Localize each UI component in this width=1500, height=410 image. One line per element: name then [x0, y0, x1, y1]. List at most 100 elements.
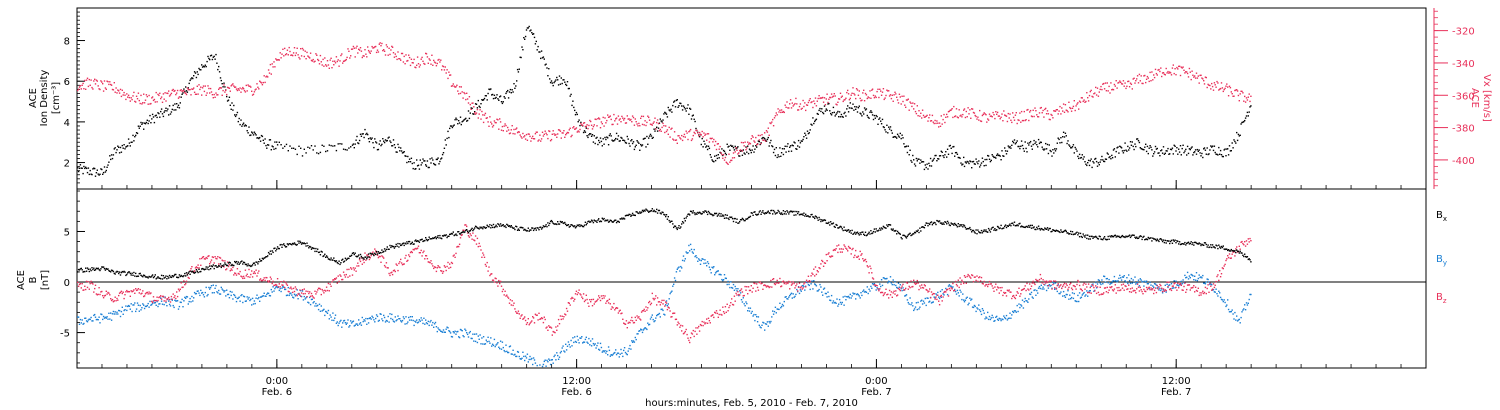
ion-density-point: [1244, 119, 1246, 122]
ion-density-point: [1086, 164, 1088, 167]
vx-axis-title-line2: Vx [km/s]: [1481, 74, 1492, 122]
by-point: [622, 355, 624, 358]
vx-point: [704, 134, 706, 136]
ion-density-point: [676, 99, 678, 101]
bz-point: [224, 260, 226, 262]
vx-point: [486, 117, 488, 119]
vx-point: [692, 134, 694, 137]
ion-density-point: [574, 114, 577, 116]
bz-point: [130, 290, 132, 292]
by-point: [1188, 275, 1191, 277]
vx-point: [185, 92, 187, 94]
bz-point: [362, 259, 364, 261]
bz-point: [265, 276, 267, 279]
bz-point: [188, 277, 190, 279]
ion-density-point: [1190, 147, 1192, 149]
ion-density-point: [1070, 147, 1072, 149]
bz-point: [124, 294, 126, 296]
vx-point: [1161, 75, 1163, 78]
vx-point: [341, 53, 343, 55]
ion-density-point: [847, 105, 849, 107]
by-point: [218, 289, 220, 292]
vx-point: [965, 110, 967, 113]
vx-point: [814, 102, 816, 105]
bz-point: [666, 308, 669, 311]
by-point: [1087, 295, 1089, 297]
ion-density-point: [1180, 154, 1182, 156]
bz-point: [312, 296, 314, 298]
by-point: [675, 271, 678, 273]
vx-point: [689, 130, 691, 132]
by-point: [438, 328, 440, 331]
by-point: [974, 305, 976, 308]
bz-point: [127, 290, 130, 293]
vx-point: [837, 101, 839, 103]
bz-point: [680, 324, 682, 327]
by-point: [493, 338, 496, 341]
vx-point: [1231, 93, 1233, 95]
vx-point: [130, 97, 132, 99]
vx-point: [984, 113, 986, 115]
ion-density-point: [1098, 164, 1100, 166]
bz-point: [622, 318, 624, 320]
vx-point: [773, 117, 776, 119]
ion-density-point: [646, 135, 648, 138]
by-point: [1138, 285, 1141, 287]
ion-density-point: [271, 145, 273, 147]
vx-point: [703, 132, 705, 134]
bz-point: [204, 258, 206, 260]
bz-point: [761, 282, 763, 284]
by-point: [328, 318, 330, 320]
by-point: [841, 301, 843, 304]
bz-point: [497, 285, 499, 287]
ion-density-point: [907, 145, 909, 147]
vx-point: [1249, 100, 1251, 103]
ion-density-point: [805, 134, 807, 136]
vx-point: [391, 45, 393, 48]
by-point: [755, 314, 757, 316]
vx-point: [328, 67, 330, 69]
by-point: [767, 325, 769, 327]
vx-point: [880, 90, 882, 92]
bz-point: [661, 299, 663, 302]
ion-density-point: [291, 147, 293, 149]
vx-tick-label: -320: [1452, 27, 1475, 38]
ion-density-point: [418, 168, 421, 170]
ion-density-series: [77, 25, 1252, 177]
vx-point: [524, 138, 527, 140]
ion-density-point: [1186, 145, 1189, 148]
ion-density-point: [452, 125, 454, 127]
vx-point: [830, 93, 833, 95]
vx-point: [308, 56, 310, 58]
by-point: [1216, 293, 1218, 295]
by-point: [281, 287, 283, 289]
bz-point: [85, 288, 87, 291]
by-point: [617, 352, 620, 354]
vx-point: [1095, 86, 1097, 89]
by-point: [1171, 287, 1174, 289]
by-point: [1207, 278, 1209, 281]
ion-density-point: [1107, 153, 1109, 155]
by-point: [871, 287, 873, 289]
bz-point: [162, 295, 165, 298]
ion-density-point: [172, 104, 174, 107]
by-point: [338, 322, 340, 324]
bz-point: [334, 278, 337, 280]
vx-point: [639, 125, 641, 127]
x-tick-time-label: 0:00: [865, 376, 887, 387]
vx-point: [658, 130, 661, 132]
by-point: [232, 298, 234, 300]
ion-density-point: [623, 140, 626, 142]
by-point: [412, 319, 414, 322]
bz-point: [421, 255, 423, 257]
by-point: [1227, 308, 1230, 311]
ion-density-point: [178, 107, 181, 109]
by-point: [803, 285, 805, 288]
ion-density-point: [382, 138, 384, 140]
bz-point: [738, 293, 740, 296]
by-point: [1218, 290, 1220, 292]
vx-point: [252, 93, 255, 95]
vx-point: [427, 62, 429, 64]
vx-point: [399, 58, 401, 60]
vx-point: [1008, 117, 1010, 119]
